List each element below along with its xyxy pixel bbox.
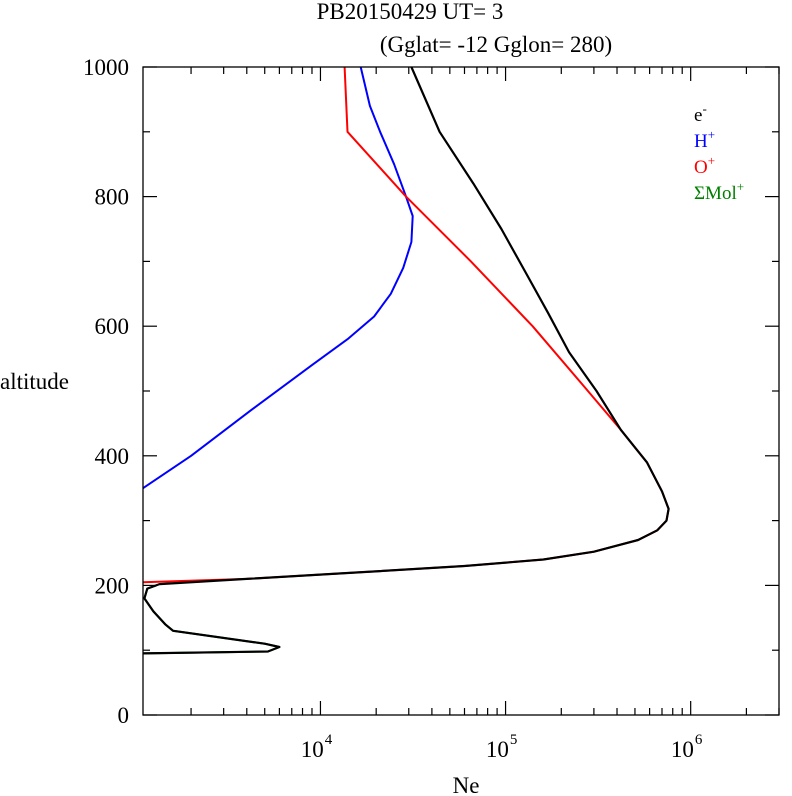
chart-title-line2: (Gglat= -12 Gglon= 280) [380,32,612,57]
y-tick-label: 400 [95,444,130,469]
y-tick-label: 1000 [83,55,129,80]
x-axis-label: Ne [453,773,480,796]
series-o-ions [142,66,670,584]
legend-o-ions: O+ [694,153,715,178]
series-h-ions [142,66,414,490]
legend-h-ions: H+ [694,127,715,152]
legend: e-H+O+ΣMol+ [694,101,744,204]
y-axis-label: altitude [0,369,69,394]
chart-title-line1: PB20150429 UT= 3 [317,0,504,24]
x-tick-label: 104 [301,732,333,762]
y-tick-label: 600 [95,314,130,339]
legend-electrons: e- [694,101,707,126]
series-layer [142,66,670,655]
y-tick-label: 0 [118,703,130,728]
x-tick-label: 105 [486,732,518,762]
legend-sum-mol-ions: ΣMol+ [694,179,744,204]
x-axis-ticks: 104 105 106 [190,67,780,762]
x-tick-label: 106 [671,732,703,762]
y-tick-label: 800 [95,185,130,210]
y-axis-ticks: 0 200 400 600 800 1000 [83,55,779,728]
series-electrons [142,66,670,655]
y-tick-label: 200 [95,573,130,598]
